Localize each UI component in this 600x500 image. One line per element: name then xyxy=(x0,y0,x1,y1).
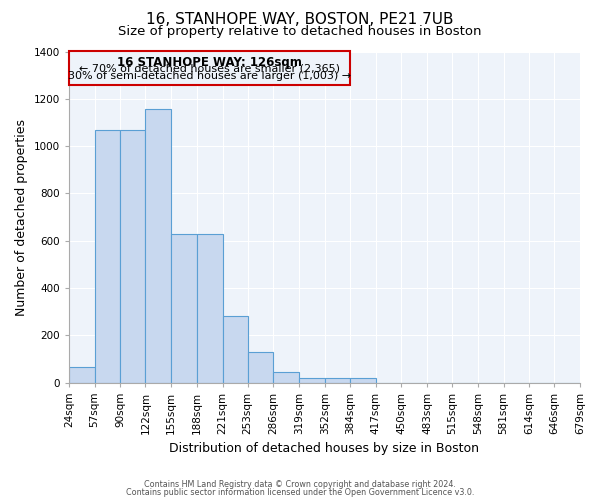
X-axis label: Distribution of detached houses by size in Boston: Distribution of detached houses by size … xyxy=(169,442,479,455)
Text: Contains public sector information licensed under the Open Government Licence v3: Contains public sector information licen… xyxy=(126,488,474,497)
Bar xyxy=(299,378,325,382)
FancyBboxPatch shape xyxy=(69,51,350,85)
Bar xyxy=(223,316,248,382)
Text: Contains HM Land Registry data © Crown copyright and database right 2024.: Contains HM Land Registry data © Crown c… xyxy=(144,480,456,489)
Text: Size of property relative to detached houses in Boston: Size of property relative to detached ho… xyxy=(118,25,482,38)
Text: 30% of semi-detached houses are larger (1,003) →: 30% of semi-detached houses are larger (… xyxy=(68,71,351,81)
Bar xyxy=(350,378,376,382)
Bar xyxy=(273,372,299,382)
Bar xyxy=(69,367,95,382)
Y-axis label: Number of detached properties: Number of detached properties xyxy=(15,118,28,316)
Bar xyxy=(145,110,171,382)
Text: ← 70% of detached houses are smaller (2,365): ← 70% of detached houses are smaller (2,… xyxy=(79,64,340,74)
Bar xyxy=(325,378,350,382)
Text: 16, STANHOPE WAY, BOSTON, PE21 7UB: 16, STANHOPE WAY, BOSTON, PE21 7UB xyxy=(146,12,454,28)
Bar xyxy=(197,234,223,382)
Bar xyxy=(95,130,121,382)
Text: 16 STANHOPE WAY: 126sqm: 16 STANHOPE WAY: 126sqm xyxy=(117,56,302,68)
Bar xyxy=(248,352,273,382)
Bar xyxy=(121,130,145,382)
Bar xyxy=(171,234,197,382)
